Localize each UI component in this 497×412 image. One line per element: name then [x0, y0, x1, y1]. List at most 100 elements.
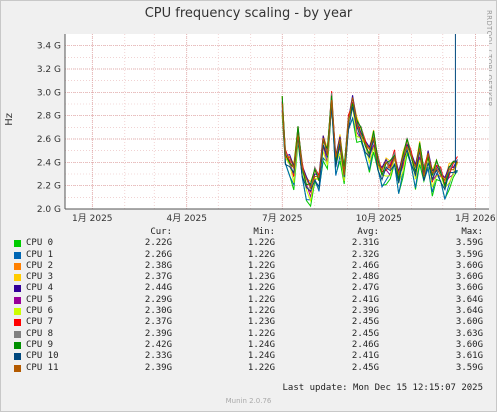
- legend-swatch: [14, 262, 21, 270]
- legend-name: CPU 6: [26, 306, 54, 317]
- x-tick-labels: 1月 2025 4月 2025 7月 2025 10月 2025 1月 2026: [72, 213, 496, 224]
- legend-min-value: 1.23G: [247, 317, 275, 328]
- legend-cur-value: 2.30G: [144, 306, 172, 317]
- legend-cur-value: 2.33G: [144, 351, 172, 362]
- legend-cur-value: 2.26G: [144, 249, 172, 260]
- legend-min-value: 1.24G: [247, 351, 275, 362]
- legend-name: CPU 8: [26, 328, 54, 339]
- y-tick-label: 2.6 G: [37, 135, 61, 145]
- legend-row: CPU 2 2.38G 1.22G 2.46G 3.60G: [12, 261, 492, 272]
- legend-max-value: 3.59G: [455, 249, 483, 260]
- legend-swatch: [14, 308, 21, 316]
- legend-avg-value: 2.47G: [351, 283, 379, 294]
- legend-avg-value: 2.45G: [351, 328, 379, 339]
- legend-name: CPU 7: [26, 317, 54, 328]
- chart-title: CPU frequency scaling - by year: [144, 6, 353, 21]
- legend-cur-value: 2.22G: [144, 238, 172, 249]
- y-tick-label: 2.0 G: [37, 205, 61, 215]
- legend-max-value: 3.64G: [455, 306, 483, 317]
- legend-avg-value: 2.45G: [351, 362, 379, 373]
- y-tick-labels: 2.0 G 2.2 G 2.4 G 2.6 G 2.8 G 3.0 G 3.2 G 3.4 G: [37, 42, 61, 215]
- legend-row: CPU 8 2.39G 1.22G 2.45G 3.63G: [12, 329, 492, 340]
- legend-min-value: 1.22G: [247, 294, 275, 305]
- legend-row: CPU 5 2.29G 1.22G 2.41G 3.64G: [12, 295, 492, 306]
- legend-swatch: [14, 274, 21, 282]
- y-tick-label: 3.0 G: [37, 88, 61, 98]
- legend-name: CPU 10: [26, 351, 59, 362]
- munin-version: Munin 2.0.76: [225, 397, 272, 405]
- legend-min-value: 1.22G: [247, 306, 275, 317]
- legend-avg-value: 2.31G: [351, 238, 379, 249]
- plot-area: 2.0 G 2.2 G 2.4 G 2.6 G 2.8 G 3.0 G 3.2 G 3.4 G…: [37, 34, 496, 224]
- y-tick-label: 3.4 G: [37, 42, 61, 52]
- legend-swatch: [14, 353, 21, 361]
- legend-max-value: 3.60G: [455, 283, 483, 294]
- legend-row: CPU 7 2.37G 1.23G 2.45G 3.60G: [12, 317, 492, 328]
- legend-min-value: 1.22G: [247, 283, 275, 294]
- x-tick-label: 4月 2025: [166, 213, 207, 224]
- legend-avg-value: 2.45G: [351, 317, 379, 328]
- legend-avg-value: 2.41G: [351, 351, 379, 362]
- legend-avg-value: 2.46G: [351, 260, 379, 271]
- legend-min-value: 1.22G: [247, 260, 275, 271]
- legend-cur-value: 2.42G: [144, 339, 172, 350]
- header-avg: Avg:: [357, 227, 379, 237]
- x-tick-label: 10月 2025: [356, 213, 402, 224]
- legend-swatch: [14, 285, 21, 293]
- legend-name: CPU 11: [26, 362, 59, 373]
- x-tick-label: 1月 2026: [455, 213, 496, 224]
- legend-swatch: [14, 330, 21, 338]
- legend-swatch: [14, 251, 21, 259]
- legend-name: CPU 9: [26, 339, 54, 350]
- x-tick-label: 7月 2025: [262, 213, 303, 224]
- legend-row: CPU 10 2.33G 1.24G 2.41G 3.61G: [12, 351, 492, 362]
- x-tick-label: 1月 2025: [72, 213, 113, 224]
- legend-name: CPU 4: [26, 283, 54, 294]
- legend-max-value: 3.60G: [455, 260, 483, 271]
- series-line-cpu-9: [281, 95, 458, 189]
- legend-max-value: 3.59G: [455, 362, 483, 373]
- legend-avg-value: 2.39G: [351, 306, 379, 317]
- legend-swatch: [14, 319, 21, 327]
- legend-name: CPU 1: [26, 249, 54, 260]
- y-tick-label: 2.8 G: [37, 112, 61, 122]
- y-tick-label: 2.2 G: [37, 182, 61, 192]
- legend-cur-value: 2.37G: [144, 317, 172, 328]
- legend-row: CPU 0 2.22G 1.22G 2.31G 3.59G: [12, 238, 492, 249]
- legend-min-value: 1.23G: [247, 272, 275, 283]
- legend-swatch: [14, 296, 21, 304]
- legend-min-value: 1.22G: [247, 328, 275, 339]
- legend-row: CPU 1 2.26G 1.22G 2.32G 3.59G: [12, 250, 492, 261]
- legend-row: CPU 3 2.37G 1.23G 2.48G 3.60G: [12, 272, 492, 283]
- legend-row: CPU 6 2.30G 1.22G 2.39G 3.64G: [12, 306, 492, 317]
- legend-row: CPU 4 2.44G 1.22G 2.47G 3.60G: [12, 283, 492, 294]
- legend-row: CPU 9 2.42G 1.24G 2.46G 3.60G: [12, 340, 492, 351]
- legend-avg-value: 2.48G: [351, 272, 379, 283]
- series-line-cpu-10: [281, 105, 458, 192]
- legend-avg-value: 2.32G: [351, 249, 379, 260]
- header-min: Min:: [253, 227, 275, 237]
- legend-max-value: 3.61G: [455, 351, 483, 362]
- legend-cur-value: 2.39G: [144, 362, 172, 373]
- legend-min-value: 1.24G: [247, 339, 275, 350]
- legend-avg-value: 2.41G: [351, 294, 379, 305]
- legend-swatch: [14, 341, 21, 349]
- legend-name: CPU 0: [26, 238, 54, 249]
- legend-cur-value: 2.44G: [144, 283, 172, 294]
- legend-max-value: 3.63G: [455, 328, 483, 339]
- series-lines: [281, 34, 458, 208]
- y-tick-label: 2.4 G: [37, 158, 61, 168]
- legend-min-value: 1.22G: [247, 362, 275, 373]
- legend-max-value: 3.64G: [455, 294, 483, 305]
- legend-cur-value: 2.39G: [144, 328, 172, 339]
- legend-max-value: 3.60G: [455, 317, 483, 328]
- legend-avg-value: 2.46G: [351, 339, 379, 350]
- legend-swatch: [14, 240, 21, 248]
- last-update: Last update: Mon Dec 15 12:15:07 2025: [282, 383, 483, 393]
- legend-max-value: 3.60G: [455, 272, 483, 283]
- legend-min-value: 1.22G: [247, 238, 275, 249]
- legend: Cur: Min: Avg: Max: CPU 0 2.22G 1.22G 2.31G…: [12, 227, 492, 374]
- legend-min-value: 1.22G: [247, 249, 275, 260]
- legend-max-value: 3.59G: [455, 238, 483, 249]
- legend-name: CPU 3: [26, 272, 54, 283]
